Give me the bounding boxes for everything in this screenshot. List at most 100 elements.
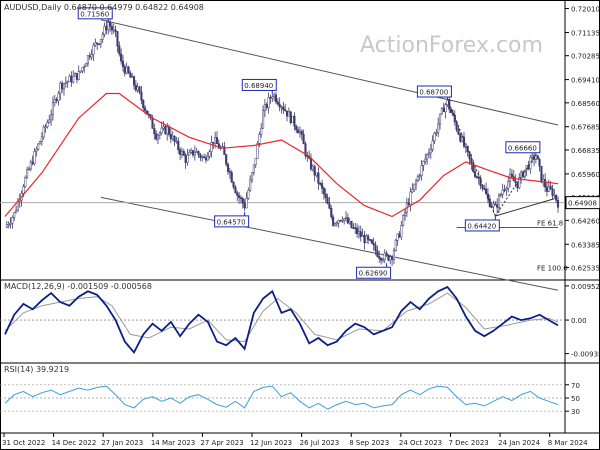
candle-body — [90, 54, 93, 58]
candle-body — [368, 239, 372, 241]
candle-body — [44, 126, 47, 129]
candle-body — [365, 235, 368, 244]
candle-body — [239, 197, 242, 200]
candle-body — [142, 100, 145, 109]
y-tick-label: 0.66835 — [571, 147, 600, 155]
candle-body — [73, 73, 77, 77]
candle-body — [352, 227, 355, 229]
candle-body — [435, 131, 438, 134]
candle-body — [376, 250, 379, 257]
candle-body — [273, 94, 276, 97]
candle-body — [438, 113, 442, 125]
y-tick-label: 0.62535 — [571, 264, 600, 272]
candle-body — [356, 227, 359, 235]
candle-body — [267, 97, 270, 108]
price-panel: 0.72010 0.71135 0.70285 0.69410 0.68560 0.676… — [0, 6, 600, 291]
level-label: 0.62690 — [359, 270, 388, 278]
y-tick-label: 0.68560 — [571, 100, 600, 108]
candle-body — [367, 235, 370, 240]
candle-body — [339, 219, 342, 222]
candle-body — [420, 165, 423, 176]
candle-body — [217, 143, 220, 149]
candle-body — [110, 26, 113, 31]
current-price-label: 0.64908 — [568, 200, 597, 208]
candle-body — [416, 175, 419, 182]
fib-label: FE 61.8 — [537, 219, 563, 227]
candle-body — [125, 66, 128, 74]
candle-body — [245, 198, 248, 209]
y-tick-label: 0.71135 — [571, 29, 600, 37]
candle-body — [523, 169, 526, 178]
x-tick-label: 14 Mar 2023 — [151, 439, 195, 447]
candle-body — [114, 29, 117, 32]
candle-body — [426, 154, 429, 160]
candle-body — [132, 76, 136, 86]
candle-body — [247, 190, 250, 199]
candle-body — [42, 126, 45, 138]
candle-body — [309, 157, 313, 170]
candle-body — [243, 202, 246, 209]
candle-body — [330, 208, 333, 218]
candle-body — [319, 183, 322, 185]
candle-body — [391, 256, 394, 260]
candle-body — [177, 140, 180, 151]
candle-body — [326, 197, 329, 205]
triangle-support-line — [495, 198, 555, 217]
candle-body — [501, 189, 504, 195]
candle-body — [464, 146, 467, 148]
candle-body — [337, 219, 340, 224]
candle-body — [385, 252, 388, 256]
candle-body — [101, 34, 104, 40]
candle-body — [131, 76, 134, 78]
candle-body — [85, 63, 88, 67]
candle-body — [62, 83, 66, 90]
candle-body — [15, 210, 18, 213]
candle-body — [31, 161, 34, 165]
candle-body — [361, 235, 364, 237]
price-panel-title: AUDUSD,Daily 0.64870 0.64979 0.64822 0.6… — [4, 3, 204, 12]
candle-body — [333, 223, 337, 226]
candle-body — [197, 151, 200, 155]
candle-body — [173, 135, 176, 142]
level-label: 0.64570 — [217, 218, 246, 226]
candle-body — [394, 240, 397, 251]
candle-body — [96, 42, 99, 45]
candle-body — [35, 149, 38, 152]
x-tick-label: 31 Oct 2022 — [2, 439, 45, 447]
candle-body — [88, 55, 91, 58]
candle-body — [11, 217, 14, 224]
candle-body — [27, 168, 31, 171]
fib-label: FE 100.0 — [537, 265, 568, 273]
candle-body — [383, 252, 386, 261]
candle-body — [75, 73, 78, 80]
candle-body — [53, 99, 56, 103]
candle-body — [138, 86, 141, 93]
candle-body — [182, 151, 185, 156]
candle-body — [499, 194, 502, 196]
macd-line — [4, 285, 559, 355]
candle-body — [322, 188, 325, 195]
candle-body — [545, 186, 548, 192]
candle-body — [343, 218, 346, 221]
candle-body — [485, 188, 488, 195]
candle-body — [212, 141, 215, 144]
candle-body — [112, 29, 115, 32]
candle-body — [232, 181, 235, 188]
candle-body — [514, 180, 517, 183]
candle-body — [153, 128, 156, 134]
candle-body — [238, 195, 241, 199]
candle-body — [540, 165, 543, 183]
candle-body — [472, 163, 475, 172]
level-label-box — [77, 7, 113, 20]
candle-body — [556, 200, 560, 208]
candle-body — [116, 31, 119, 47]
wave-line — [494, 154, 537, 217]
current-price-box — [565, 196, 600, 210]
y-tick-label: 0.65960 — [571, 171, 600, 179]
candle-body — [180, 151, 184, 155]
candle-body — [549, 185, 552, 189]
candle-body — [234, 186, 237, 194]
candle-body — [398, 233, 401, 238]
candle-body — [171, 135, 174, 140]
